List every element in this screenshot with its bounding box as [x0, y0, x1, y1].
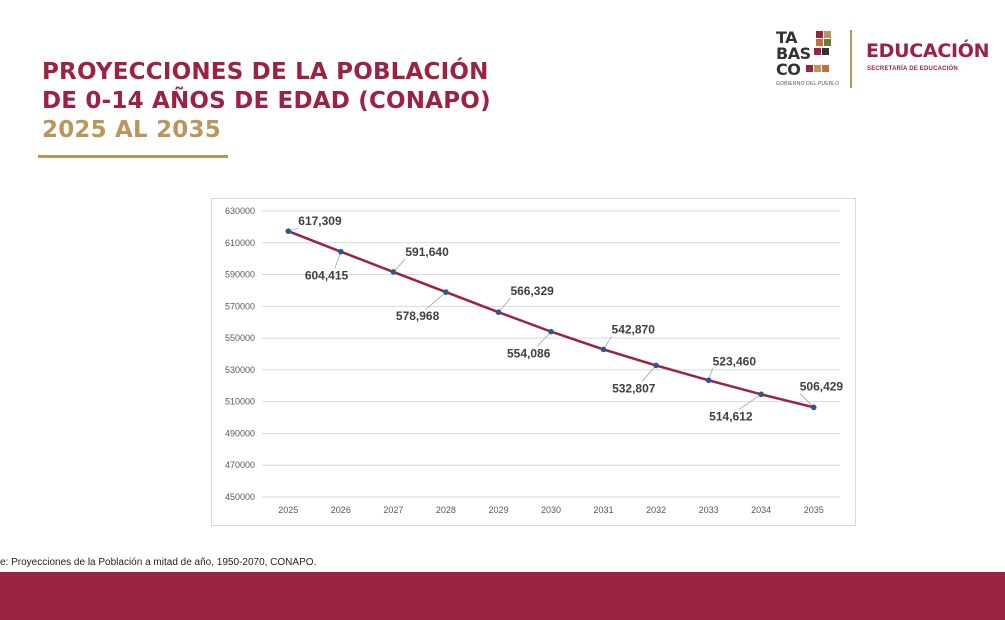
line-chart-canvas: 630000 610000 590000 570000 550000 530000 5100…	[225, 206, 844, 515]
tabasco-logo-caption: GOBIERNO DEL PUEBLO	[776, 81, 840, 87]
data-label: 514,612	[709, 409, 753, 423]
x-tick-label: 2028	[436, 505, 456, 515]
data-label: 617,309	[298, 214, 342, 228]
y-tick-label: 530000	[225, 365, 255, 375]
source-note: e: Proyecciones de la Población a mitad …	[0, 557, 317, 568]
data-label-leader	[334, 251, 342, 269]
y-tick-label: 450000	[225, 492, 255, 502]
data-point	[810, 404, 817, 411]
title-underline	[38, 155, 228, 158]
logo-tile-icon	[824, 39, 831, 46]
data-label-leader	[799, 393, 815, 408]
x-tick-label: 2031	[594, 505, 614, 515]
data-point	[285, 228, 292, 234]
y-tick-label: 550000	[225, 333, 255, 343]
tabasco-logo-row-3: CO	[776, 60, 801, 79]
tabasco-logo: TA BAS CO GOBIERNO DEL PUEBLO	[776, 28, 840, 90]
data-label: 554,086	[507, 347, 551, 361]
x-tick-label: 2025	[278, 505, 298, 515]
data-label-leader	[393, 258, 406, 273]
y-tick-label: 470000	[225, 460, 255, 470]
logo-tile-icon	[822, 65, 829, 72]
y-tick-label: 610000	[225, 238, 255, 248]
data-label: 506,429	[800, 379, 844, 393]
data-label-leader	[498, 297, 511, 313]
population-chart: 630000 610000 590000 570000 550000 530000 5100…	[211, 198, 856, 526]
logo-tile-icon	[822, 48, 829, 55]
data-point	[495, 309, 502, 315]
title-line-3: 2025 AL 2035	[42, 117, 221, 143]
y-tick-label: 590000	[225, 270, 255, 280]
data-label-leader	[738, 394, 762, 410]
x-tick-label: 2033	[699, 505, 719, 515]
data-label: 604,415	[305, 269, 349, 283]
data-point	[338, 248, 344, 255]
data-point	[758, 391, 764, 398]
data-point	[600, 346, 607, 353]
y-tick-label: 510000	[225, 397, 255, 407]
data-label-leader	[641, 365, 657, 382]
logo-tile-icon	[816, 39, 823, 46]
logo-tile-icon	[814, 48, 821, 55]
data-label-leader	[536, 331, 552, 347]
data-point	[390, 269, 397, 275]
data-label: 578,968	[396, 309, 440, 323]
x-tick-label: 2030	[541, 505, 561, 515]
x-tick-label: 2035	[804, 505, 824, 515]
education-logo-title: EDUCACIÓN	[866, 40, 990, 62]
logo-tile-icon	[816, 31, 823, 38]
title-line-2: DE 0-14 AÑOS DE EDAD (CONAPO)	[42, 88, 491, 114]
series-line	[287, 229, 815, 409]
data-point	[653, 362, 659, 369]
logo-tile-icon	[814, 65, 821, 72]
footer-band	[0, 572, 1005, 620]
data-label-leader	[425, 291, 447, 310]
data-label: 591,640	[405, 245, 449, 259]
y-tick-label: 570000	[225, 301, 255, 311]
data-label: 566,329	[510, 284, 554, 298]
header-logos: TA BAS CO GOBIERNO DEL PUEBLO EDUCACIÓN …	[776, 28, 1002, 92]
tabasco-logo-row-2: BAS	[776, 44, 811, 63]
logo-tile-icon	[806, 65, 813, 72]
data-point	[705, 377, 712, 384]
logo-tile-icon	[824, 31, 831, 38]
x-tick-label: 2026	[331, 505, 351, 515]
education-logo-subtitle: SECRETARÍA DE EDUCACIÓN	[867, 66, 958, 72]
data-label: 532,807	[612, 381, 656, 395]
tabasco-logo-row-1: TA	[776, 28, 798, 47]
slide-title: PROYECCIONES DE LA POBLACIÓN DE 0-14 AÑO…	[42, 58, 491, 145]
x-tick-label: 2034	[751, 505, 771, 515]
x-tick-label: 2027	[383, 505, 403, 515]
y-tick-label: 490000	[225, 428, 255, 438]
data-label: 523,460	[713, 354, 757, 368]
data-point	[443, 289, 449, 295]
x-tick-label: 2029	[488, 505, 508, 515]
logo-divider	[850, 30, 852, 88]
x-tick-label: 2032	[646, 505, 666, 515]
title-line-1: PROYECCIONES DE LA POBLACIÓN	[42, 59, 489, 85]
data-label: 542,870	[612, 322, 656, 336]
data-point	[548, 328, 554, 335]
y-tick-label: 630000	[225, 206, 255, 216]
